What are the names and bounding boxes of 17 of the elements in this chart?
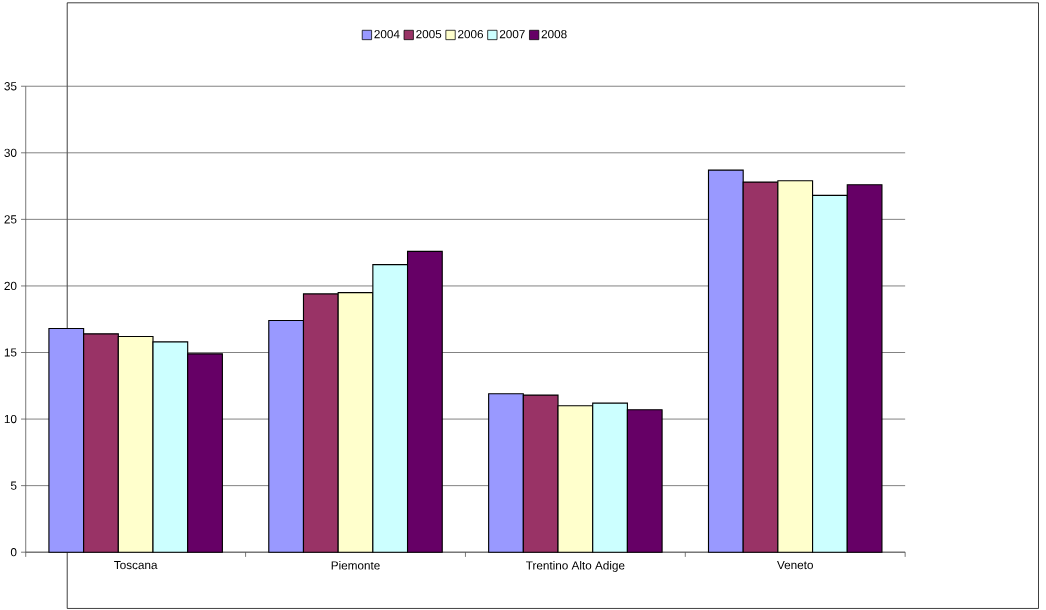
y-tick-label: 20 [4, 281, 17, 290]
legend-label: 2005 [416, 29, 442, 39]
y-tick-label: 15 [4, 348, 17, 357]
x-tick-label: Veneto [777, 560, 813, 570]
y-tick-label: 30 [4, 148, 17, 157]
x-tick-label: Trentino Alto Adige [526, 560, 625, 572]
y-tick-label: 10 [4, 414, 17, 424]
y-tick-label: 0 [10, 547, 17, 557]
legend-label: 2004 [374, 29, 400, 39]
y-tick-label: 25 [4, 215, 17, 224]
y-tick-label: 35 [4, 81, 17, 91]
y-tick-label: 5 [10, 481, 17, 490]
x-tick-label: Piemonte [331, 560, 380, 570]
legend-label: 2008 [541, 29, 567, 39]
legend-label: 2006 [458, 29, 484, 39]
x-tick-label: Toscana [114, 560, 158, 570]
legend-label: 2007 [499, 29, 525, 39]
